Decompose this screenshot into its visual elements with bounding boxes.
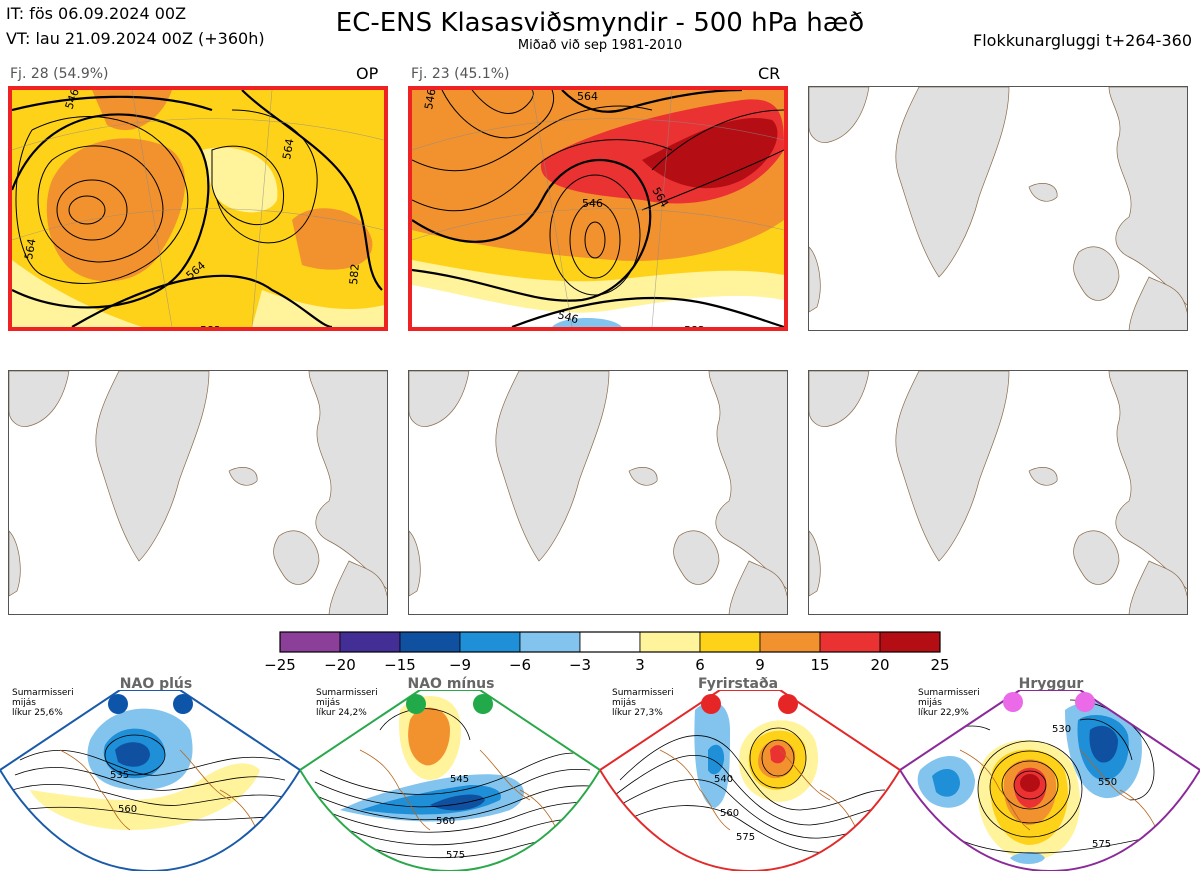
colorbar-segment: [519, 631, 581, 653]
colorbar-tick: 3: [635, 656, 645, 674]
cluster-map-5-svg: [409, 371, 787, 614]
contour-label: 530: [1052, 724, 1071, 735]
contour-label: 546: [582, 197, 603, 210]
regime-ridge-title: Hryggur: [1018, 676, 1084, 692]
contour-label: 575: [1092, 839, 1111, 850]
cluster-map-2[interactable]: 546 546 564 564 582 546: [408, 86, 788, 331]
contour-label: 564: [577, 90, 598, 103]
contour-label: 546: [422, 90, 438, 111]
regime-nao-plus-title: NAO plús: [119, 676, 193, 692]
contour-label: 582: [347, 263, 362, 285]
page-subtitle: Miðað við sep 1981-2010: [517, 38, 683, 53]
regime-ridge-note: Sumarmisseri mijás líkur 22,9%: [918, 688, 980, 718]
panel-1-tag: OP: [356, 64, 379, 83]
cluster-map-6-svg: [809, 371, 1187, 614]
contour-label: 582: [684, 324, 705, 327]
colorbar-tick: 15: [810, 656, 830, 674]
regime-nao-minus-title: NAO mínus: [407, 676, 495, 692]
contour-label: 560: [720, 808, 739, 819]
contour-label: 575: [736, 832, 755, 843]
regime-nao-minus-note: Sumarmisseri mijás líkur 24,2%: [316, 688, 378, 718]
init-time: IT: fös 06.09.2024 00Z: [6, 4, 187, 23]
cluster-map-3-svg: [809, 87, 1187, 330]
cluster-map-3[interactable]: [808, 86, 1188, 331]
regime-blocking-map[interactable]: 540 560 575: [600, 690, 900, 871]
contour-label: 560: [436, 816, 455, 827]
colorbar-segment: [879, 631, 941, 653]
colorbar-tick: −6: [508, 656, 532, 674]
colorbar-tick: 9: [755, 656, 765, 674]
contour-label: 546: [556, 308, 580, 326]
contour-label: 550: [1098, 777, 1117, 788]
contour-label: 582: [200, 324, 221, 327]
classification-window: Flokkunargluggi t+264-360: [973, 31, 1192, 50]
contour-label: 545: [450, 774, 469, 785]
colorbar-tick: 25: [930, 656, 950, 674]
regime-blocking-title: Fyrirstaða: [697, 676, 779, 692]
regime-nao-plus-map[interactable]: 535 560: [0, 690, 300, 871]
cluster-map-1[interactable]: 546 564 564 564 582 582: [8, 86, 388, 331]
colorbar-tick: 6: [695, 656, 705, 674]
colorbar-tick: −25: [264, 656, 296, 674]
contour-label: 535: [110, 770, 129, 781]
colorbar-segment: [639, 631, 701, 653]
regime-nao-plus-note: Sumarmisseri mijás líkur 25,6%: [12, 688, 74, 718]
regime-ridge-map[interactable]: 530 550 575: [900, 690, 1200, 871]
colorbar-tick: 20: [870, 656, 890, 674]
contour-label: 560: [118, 804, 137, 815]
colorbar-tick: −20: [324, 656, 356, 674]
colorbar-tick: −9: [448, 656, 472, 674]
contour-label: 564: [22, 238, 38, 261]
colorbar-segment: [819, 631, 881, 653]
page-title: EC-ENS Klasasviðsmyndir - 500 hPa hæð: [335, 8, 865, 38]
regime-blocking-note: Sumarmisseri mijás líkur 27,3%: [612, 688, 674, 718]
colorbar-tick: −15: [384, 656, 416, 674]
contour-label: 575: [446, 850, 465, 861]
colorbar-segment: [699, 631, 761, 653]
regime-nao-minus-map[interactable]: 545 560 575: [300, 690, 600, 871]
colorbar-segment: [279, 631, 341, 653]
anomaly-colorbar: [279, 631, 941, 653]
cluster-map-4[interactable]: [8, 370, 388, 615]
contour-label: 540: [714, 774, 733, 785]
panel-1-label: Fj. 28 (54.9%): [10, 66, 109, 82]
contour-label: 564: [280, 138, 296, 161]
cluster-map-4-svg: [9, 371, 387, 614]
colorbar-segment: [759, 631, 821, 653]
cluster-map-6[interactable]: [808, 370, 1188, 615]
panel-2-label: Fj. 23 (45.1%): [411, 66, 510, 82]
valid-time: VT: lau 21.09.2024 00Z (+360h): [6, 29, 265, 48]
cluster-map-1-svg: 546 564 564 564 582 582: [12, 90, 384, 327]
colorbar-segment: [339, 631, 401, 653]
colorbar-segment: [399, 631, 461, 653]
colorbar-segment: [459, 631, 521, 653]
colorbar-tick: −3: [568, 656, 592, 674]
panel-2-tag: CR: [758, 64, 781, 83]
colorbar-segment: [579, 631, 641, 653]
cluster-map-2-svg: 546 546 564 564 582 546: [412, 90, 784, 327]
cluster-map-5[interactable]: [408, 370, 788, 615]
